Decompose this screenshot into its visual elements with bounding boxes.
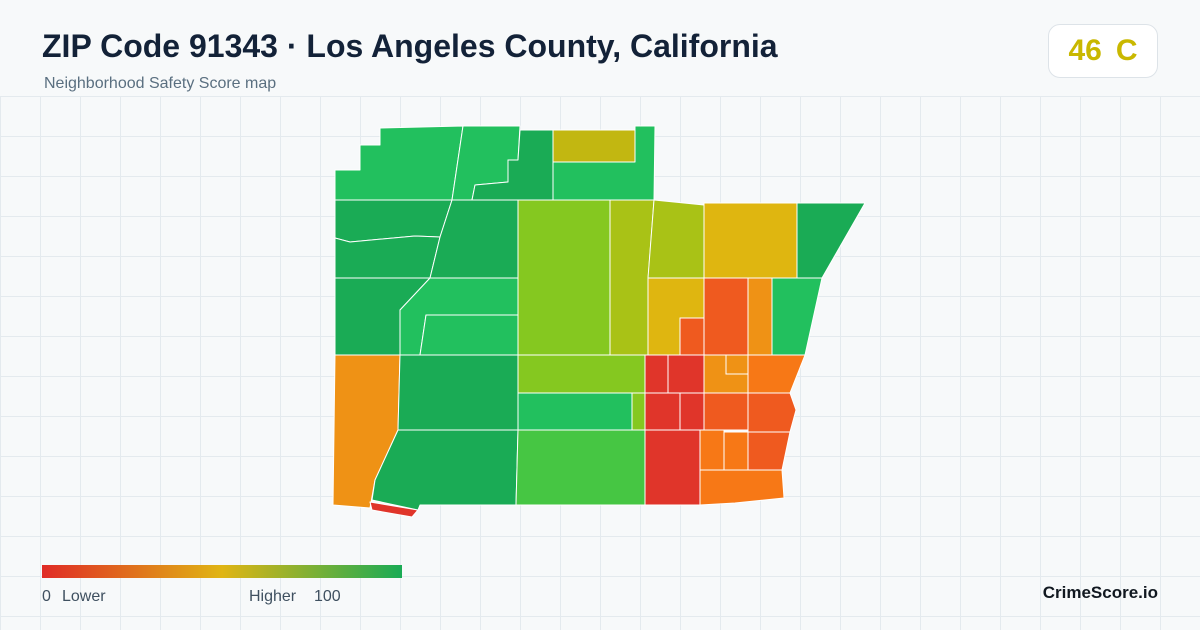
map-region[interactable] [334,199,453,243]
map-region[interactable] [703,277,749,356]
map-region[interactable] [747,354,806,394]
map-region[interactable] [369,501,419,518]
map-region[interactable] [609,199,655,356]
legend-min-value: 0 [42,588,51,605]
map-region[interactable] [679,317,705,356]
map-region[interactable] [397,354,519,431]
map-region[interactable] [699,429,725,471]
map-region[interactable] [631,392,646,431]
map-region[interactable] [515,429,646,506]
map-region[interactable] [517,354,646,394]
map-region[interactable] [796,202,866,279]
map-region[interactable] [747,392,797,433]
map-region[interactable] [517,392,633,431]
map-region[interactable] [644,354,669,394]
brand-logo-text[interactable]: CrimeScore.io [1042,583,1158,602]
map-region[interactable] [747,431,791,471]
page-subtitle: Neighborhood Safety Score map [44,75,277,92]
legend-max-value: 100 [314,588,341,605]
legend-max-text: Higher [249,588,297,605]
legend-gradient-bar [42,565,402,578]
map-region[interactable] [334,235,441,279]
map-region[interactable] [723,431,749,471]
map-region[interactable] [771,277,823,356]
map-region[interactable] [552,129,636,163]
map-region[interactable] [647,199,705,279]
map-region[interactable] [419,314,519,356]
header [0,0,1200,96]
map-region[interactable] [667,354,705,394]
map-region[interactable] [371,429,519,511]
map-region[interactable] [644,429,701,506]
score-grade: C [1115,34,1138,67]
score-badge: 46 C [1048,24,1158,78]
map-region[interactable] [334,125,464,201]
map-region[interactable] [747,277,773,356]
page-title: ZIP Code 91343 · Los Angeles County, Cal… [42,28,778,64]
map-region[interactable] [725,354,749,375]
map-region[interactable] [644,392,681,431]
legend-min-text: Lower [62,588,106,605]
map-region[interactable] [517,199,611,356]
score-value: 46 [1068,34,1102,67]
map-region[interactable] [703,202,798,279]
map-region[interactable] [703,392,749,431]
map-region[interactable] [679,392,705,431]
map-region[interactable] [699,469,785,506]
